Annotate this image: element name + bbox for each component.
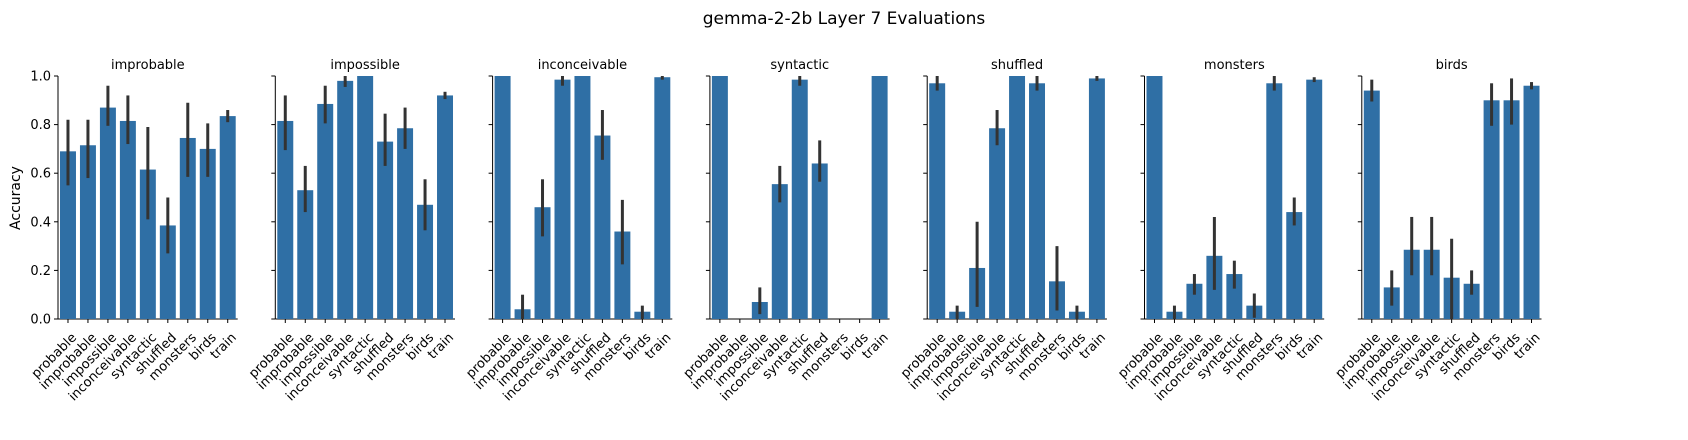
bar-train (219, 116, 236, 319)
bar-improbable (79, 145, 96, 319)
bar-impossible (99, 107, 116, 319)
y-tick-label: 0.8 (30, 118, 51, 133)
bar-shuffled (1029, 83, 1046, 319)
bar-syntactic (1226, 274, 1243, 319)
bar-train (1523, 85, 1540, 319)
bar-probable (1146, 76, 1163, 319)
panel-title: monsters (1204, 58, 1265, 73)
figure-title: gemma-2-2b Layer 7 Evaluations (703, 9, 986, 29)
bar-shuffled (811, 163, 828, 319)
panel-0: improbable0.00.20.40.60.81.0probableimpr… (29, 58, 240, 404)
bar-probable (494, 76, 511, 319)
bar-train (1306, 79, 1323, 320)
bar-birds (199, 148, 216, 319)
panel-title: birds (1436, 58, 1468, 73)
y-tick-label: 0.4 (30, 215, 51, 230)
bar-monsters (1266, 83, 1283, 319)
bar-birds (417, 204, 434, 319)
panel-title: improbable (111, 58, 185, 73)
bar-inconceivable (989, 128, 1006, 319)
bar-shuffled (594, 135, 611, 319)
bar-inconceivable (337, 80, 354, 319)
bar-syntactic (357, 76, 374, 319)
y-tick-label: 0.0 (30, 313, 51, 328)
bar-shuffled (1463, 283, 1480, 319)
bar-improbable (297, 190, 314, 319)
panel-4: shuffledprobableimprobableimpossibleinco… (898, 58, 1109, 404)
bar-impossible (1403, 249, 1420, 319)
panel-5: monstersprobableimprobableimpossibleinco… (1115, 58, 1326, 404)
bar-probable (1363, 90, 1380, 319)
panel-title: inconceivable (538, 58, 627, 73)
panel-title: syntactic (770, 58, 829, 73)
bar-probable (59, 151, 76, 319)
y-tick-label: 1.0 (30, 70, 51, 85)
panel-title: shuffled (991, 58, 1043, 73)
panel-1: impossibleprobableimprobableimpossiblein… (246, 58, 457, 404)
bar-inconceivable (1423, 249, 1440, 319)
panel-2: inconceivableprobableimprobableimpossibl… (463, 58, 674, 404)
bar-inconceivable (771, 184, 788, 319)
bar-syntactic (791, 79, 808, 320)
bar-monsters (614, 231, 631, 319)
bar-monsters (397, 128, 414, 319)
bar-impossible (317, 103, 334, 319)
bar-inconceivable (554, 79, 571, 320)
panel-3: syntacticprobableimprobableimpossibleinc… (681, 58, 892, 404)
panel-6: birdsprobableimprobableimpossibleinconce… (1333, 58, 1544, 404)
bar-birds (1286, 212, 1303, 319)
panel-title: impossible (330, 58, 400, 73)
bar-train (1088, 78, 1105, 320)
bar-impossible (1186, 283, 1203, 319)
bar-monsters (179, 137, 196, 319)
bar-syntactic (574, 76, 591, 319)
bar-inconceivable (119, 120, 136, 319)
bar-train (871, 76, 888, 319)
bar-syntactic (1009, 76, 1026, 319)
y-tick-label: 0.6 (30, 167, 51, 182)
bar-syntactic (139, 169, 156, 319)
bar-probable (711, 76, 728, 319)
bar-train (654, 77, 671, 319)
y-tick-label: 0.2 (30, 264, 51, 279)
bar-monsters (1483, 100, 1500, 319)
bar-birds (1503, 100, 1520, 319)
bar-shuffled (377, 141, 394, 319)
y-axis-label: Accuracy (8, 166, 24, 230)
bar-probable (929, 83, 946, 319)
bar-train (437, 95, 454, 319)
bar-impossible (534, 207, 551, 319)
bar-shuffled (159, 225, 176, 319)
bar-probable (277, 120, 294, 319)
